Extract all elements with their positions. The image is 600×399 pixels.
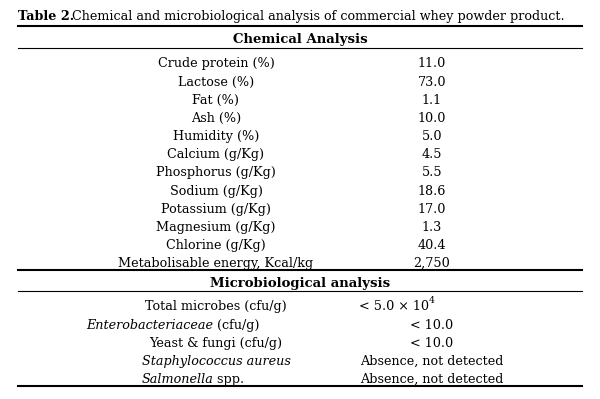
Text: Fat (%): Fat (%)	[193, 94, 239, 107]
Text: 73.0: 73.0	[418, 76, 446, 89]
Text: Chemical Analysis: Chemical Analysis	[233, 33, 367, 46]
Text: Potassium (g/Kg): Potassium (g/Kg)	[161, 203, 271, 216]
Text: < 5.0 × 10: < 5.0 × 10	[359, 300, 429, 314]
Text: 10.0: 10.0	[418, 112, 446, 125]
Text: spp.: spp.	[213, 373, 244, 386]
Text: Magnesium (g/Kg): Magnesium (g/Kg)	[156, 221, 276, 234]
Text: 18.6: 18.6	[418, 185, 446, 198]
Text: Chlorine (g/Kg): Chlorine (g/Kg)	[166, 239, 266, 252]
Text: Total microbes (cfu/g): Total microbes (cfu/g)	[145, 300, 287, 314]
Text: Lactose (%): Lactose (%)	[178, 76, 254, 89]
Text: Enterobacteriaceae: Enterobacteriaceae	[86, 318, 213, 332]
Text: < 10.0: < 10.0	[410, 318, 454, 332]
Text: Phosphorus (g/Kg): Phosphorus (g/Kg)	[156, 166, 276, 180]
Text: 1.3: 1.3	[422, 221, 442, 234]
Text: Absence, not detected: Absence, not detected	[361, 373, 503, 386]
Text: Absence, not detected: Absence, not detected	[361, 355, 503, 368]
Text: Yeast & fungi (cfu/g): Yeast & fungi (cfu/g)	[149, 337, 283, 350]
Text: < 10.0: < 10.0	[410, 337, 454, 350]
Text: 17.0: 17.0	[418, 203, 446, 216]
Text: 2,750: 2,750	[413, 257, 451, 270]
Text: (cfu/g): (cfu/g)	[213, 318, 260, 332]
Text: Chemical and microbiological analysis of commercial whey powder product.: Chemical and microbiological analysis of…	[68, 10, 565, 23]
Text: Metabolisable energy, Kcal/kg: Metabolisable energy, Kcal/kg	[118, 257, 314, 270]
Text: 1.1: 1.1	[422, 94, 442, 107]
Text: Ash (%): Ash (%)	[191, 112, 241, 125]
Text: 4.5: 4.5	[422, 148, 442, 161]
Text: Humidity (%): Humidity (%)	[173, 130, 259, 143]
Text: Sodium (g/Kg): Sodium (g/Kg)	[170, 185, 263, 198]
Text: Staphylococcus aureus: Staphylococcus aureus	[142, 355, 290, 368]
Text: Microbiological analysis: Microbiological analysis	[210, 277, 390, 290]
Text: Salmonella: Salmonella	[141, 373, 213, 386]
Text: 5.5: 5.5	[422, 166, 442, 180]
Text: 11.0: 11.0	[418, 57, 446, 71]
Text: 4: 4	[429, 296, 435, 305]
Text: 5.0: 5.0	[422, 130, 442, 143]
Text: 40.4: 40.4	[418, 239, 446, 252]
Text: Crude protein (%): Crude protein (%)	[158, 57, 274, 71]
Text: Table 2.: Table 2.	[18, 10, 74, 23]
Text: Calcium (g/Kg): Calcium (g/Kg)	[167, 148, 265, 161]
